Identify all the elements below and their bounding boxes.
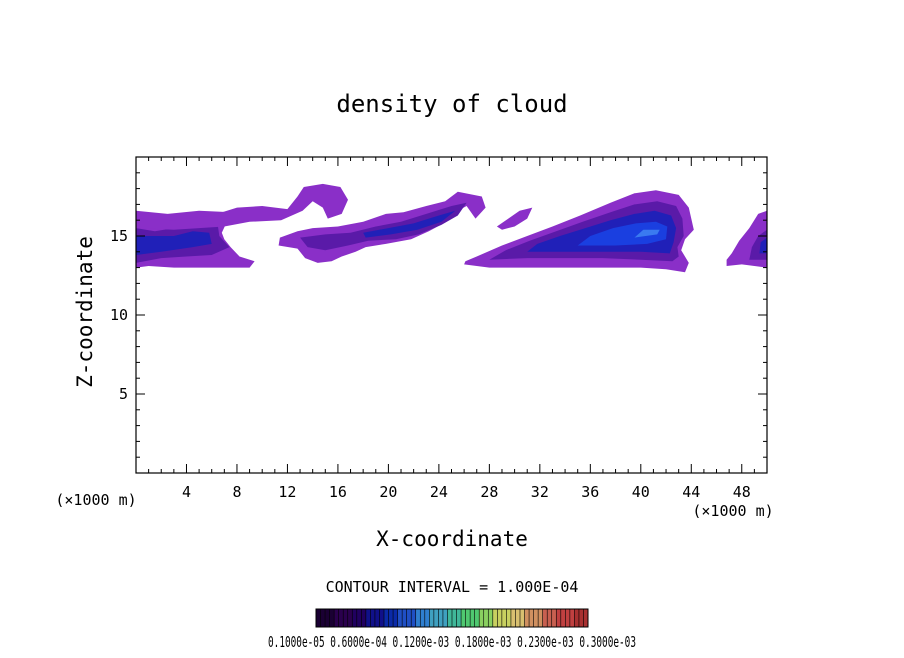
x-tick-label: 40 [632, 483, 650, 501]
cloud-region-left-band-level-3 [136, 231, 212, 255]
colorbar-cell [515, 609, 521, 627]
colorbar-cell [510, 609, 516, 627]
colorbar-cell [461, 609, 466, 627]
colorbar-cell [547, 609, 553, 627]
cloud-region-right-plume-level-5 [634, 229, 660, 238]
colorbar-cell [560, 609, 566, 627]
colorbar-cell [429, 609, 435, 627]
colorbar-cell [388, 609, 394, 627]
colorbar-cell [565, 609, 571, 627]
colorbar-cell [533, 609, 539, 627]
cloud-region-small-blob-level-1 [496, 207, 533, 230]
cloud-field [136, 183, 767, 273]
colorbar-cell [474, 609, 480, 627]
colorbar-cell [338, 609, 344, 627]
colorbar-cell [356, 609, 362, 627]
colorbar-cell [424, 609, 430, 627]
colorbar-cell [524, 609, 530, 627]
cloud-region-right-plume-level-4 [577, 221, 668, 246]
cloud-region-middle-streak-level-2 [300, 202, 467, 251]
cloud-region-right-edge-level-3 [759, 237, 767, 254]
colorbar-cell [379, 609, 385, 627]
x-tick-label: 16 [329, 483, 347, 501]
colorbar-cell [583, 609, 589, 627]
x-tick-label: 36 [581, 483, 599, 501]
colorbar-cell [329, 609, 335, 627]
colorbar-cell [406, 609, 412, 627]
colorbar-cell [456, 609, 462, 627]
colorbar-cell [361, 609, 367, 627]
x-tick-label: 28 [480, 483, 498, 501]
x-tick-label: 4 [182, 483, 191, 501]
colorbar-cell [542, 609, 548, 627]
colorbar-cell [501, 609, 507, 627]
colorbar-cell [433, 609, 439, 627]
colorbar-cell [569, 609, 575, 627]
x-tick-label: 12 [278, 483, 296, 501]
colorbar-cell [402, 609, 407, 627]
colorbar-cell [374, 609, 380, 627]
colorbar-cell [483, 609, 489, 627]
colorbar-cell [370, 609, 376, 627]
colorbar-cell [551, 609, 557, 627]
colorbar-cell [352, 609, 358, 627]
x-tick-label: 20 [379, 483, 397, 501]
x-tick-label: 8 [232, 483, 241, 501]
colorbar-cell [470, 609, 475, 627]
colorbar-cell [506, 609, 512, 627]
colorbar-cell [538, 609, 543, 627]
colorbar-cell [492, 609, 498, 627]
cloud-region-upper-left-layer-level-1 [136, 183, 348, 230]
colorbar-labels: 0.1000e-05 0.6000e-04 0.1200e-03 0.1800e… [268, 633, 636, 651]
colorbar-cell [438, 609, 444, 627]
colorbar-cell [574, 609, 580, 627]
colorbar-cell [325, 609, 330, 627]
colorbar-cell [415, 609, 421, 627]
x-tick-label: 24 [430, 483, 448, 501]
colorbar-cell [365, 609, 371, 627]
colorbar-cell [442, 609, 448, 627]
colorbar-cell [488, 609, 494, 627]
colorbar-cell [343, 609, 349, 627]
cloud-region-middle-streak-level-3 [363, 210, 456, 238]
colorbar-cell [347, 609, 353, 627]
colorbar-cell [497, 609, 503, 627]
x-unit-label-right: (×1000 m) [692, 502, 773, 520]
colorbar-cell [447, 609, 453, 627]
x-axis-label: X-coordinate [376, 527, 528, 551]
colorbar-cell [384, 609, 389, 627]
y-tick-label: 15 [110, 227, 128, 245]
y-tick-label: 5 [119, 385, 128, 403]
colorbar-cell [465, 609, 471, 627]
colorbar-cell [520, 609, 525, 627]
colorbar-cell [316, 609, 321, 627]
x-tick-label: 32 [531, 483, 549, 501]
colorbar-cell [420, 609, 426, 627]
colorbar [315, 608, 589, 628]
colorbar-cell [578, 609, 584, 627]
colorbar-cell [556, 609, 562, 627]
colorbar-frame [315, 608, 589, 628]
chart-title: density of cloud [336, 90, 567, 118]
colorbar-cell [529, 609, 534, 627]
contour-interval-label: CONTOUR INTERVAL = 1.000E-04 [326, 578, 579, 596]
colorbar-cell [320, 609, 326, 627]
x-tick-label: 44 [682, 483, 700, 501]
colorbar-cell [411, 609, 417, 627]
x-tick-label: 48 [733, 483, 751, 501]
colorbar-cell [397, 609, 403, 627]
colorbar-cell [393, 609, 398, 627]
y-axis-label: Z-coordinate [73, 236, 97, 388]
colorbar-cell [452, 609, 457, 627]
y-tick-label: 10 [110, 306, 128, 324]
colorbar-cell [334, 609, 339, 627]
colorbar-cell [479, 609, 485, 627]
x-unit-label-left: (×1000 m) [55, 491, 136, 509]
